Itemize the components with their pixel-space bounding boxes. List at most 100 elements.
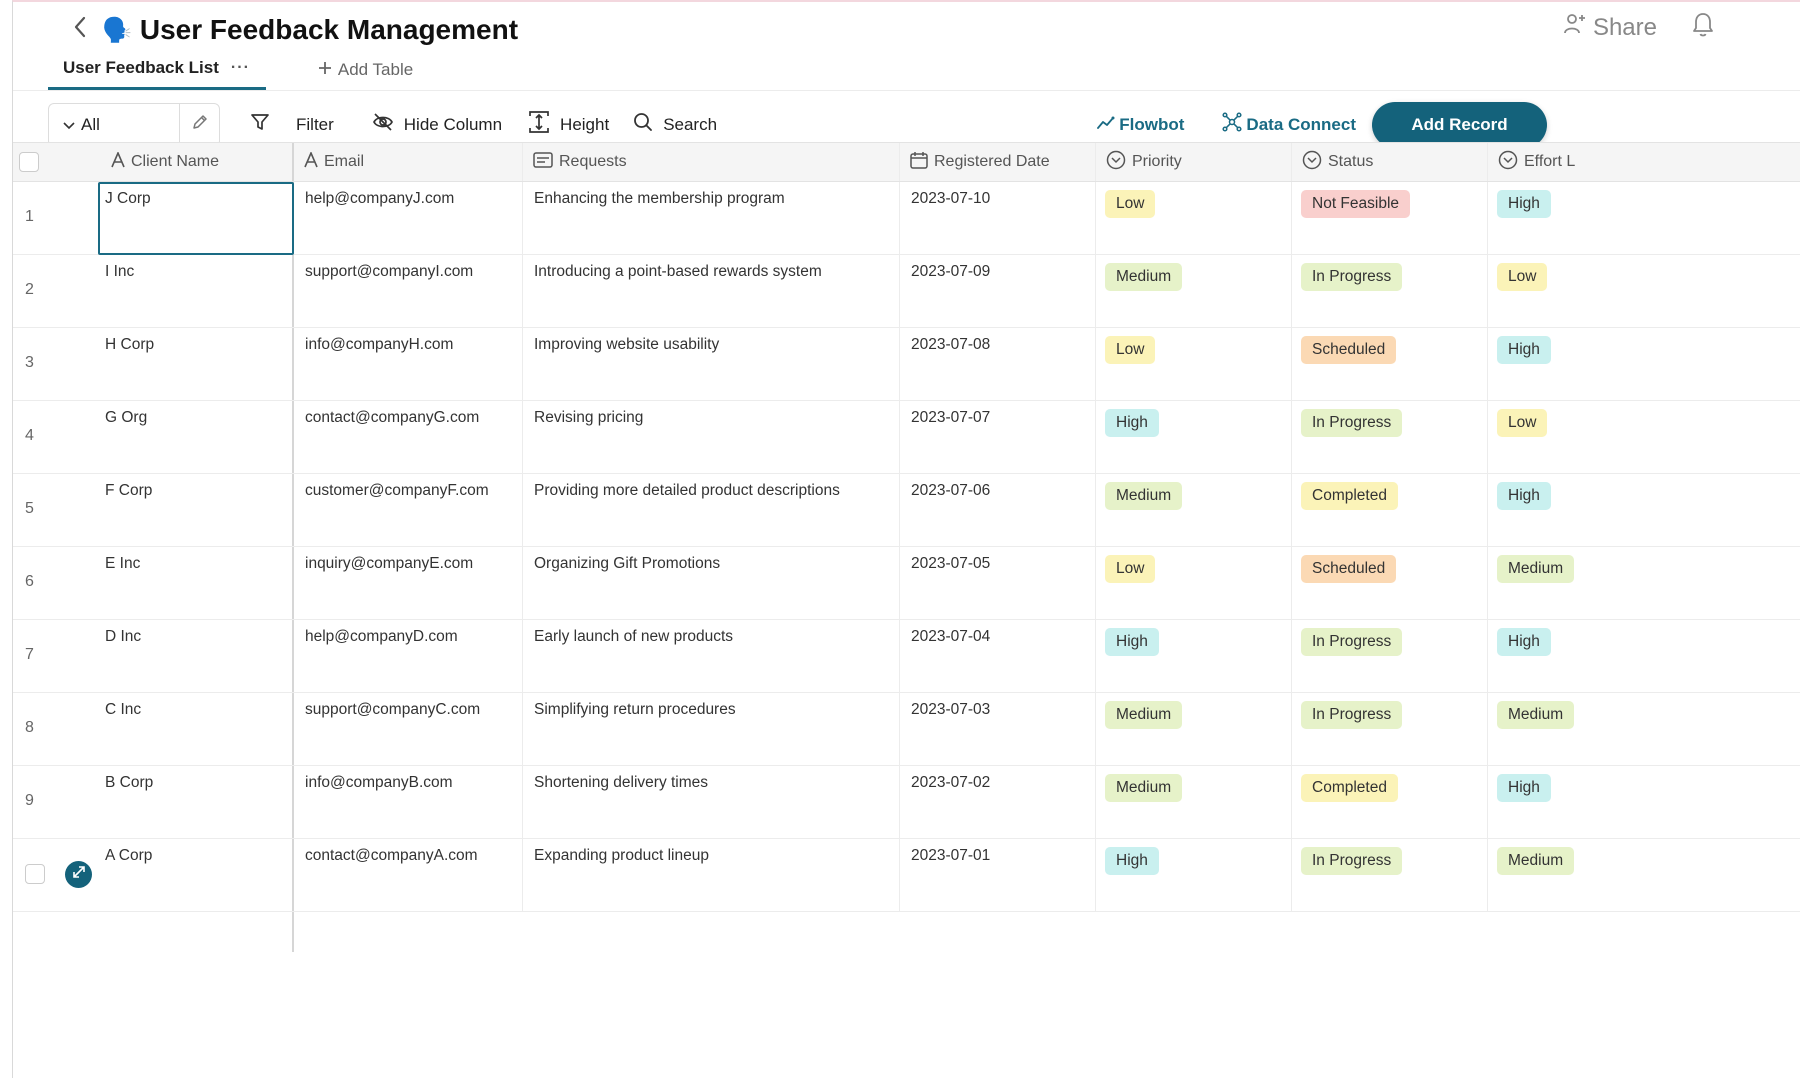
client-name-cell[interactable]: F Corp xyxy=(97,474,294,546)
requests-cell[interactable]: Enhancing the membership program xyxy=(523,182,900,254)
email-cell[interactable]: info@companyB.com xyxy=(294,766,523,838)
client-name-cell[interactable]: J Corp xyxy=(97,182,294,255)
status-cell[interactable]: Not Feasible xyxy=(1292,182,1488,254)
requests-cell[interactable]: Simplifying return procedures xyxy=(523,693,900,765)
registered-date-cell[interactable]: 2023-07-07 xyxy=(900,401,1096,473)
registered-date-cell[interactable]: 2023-07-05 xyxy=(900,547,1096,619)
client-name-cell[interactable]: H Corp xyxy=(97,328,294,400)
tab-more-button[interactable]: ··· xyxy=(230,58,250,76)
effort-cell[interactable]: High xyxy=(1488,620,1788,692)
status-cell[interactable]: In Progress xyxy=(1292,401,1488,473)
registered-date-cell[interactable]: 2023-07-08 xyxy=(900,328,1096,400)
search-button[interactable]: Search xyxy=(633,112,717,137)
effort-cell[interactable]: High xyxy=(1488,766,1788,838)
client-name-cell[interactable]: D Inc xyxy=(97,620,294,692)
status-cell[interactable]: In Progress xyxy=(1292,839,1488,911)
email-cell[interactable]: info@companyH.com xyxy=(294,328,523,400)
table-row[interactable]: 1 J Corp help@companyJ.com Enhancing the… xyxy=(13,182,1800,255)
add-record-button[interactable]: Add Record xyxy=(1372,101,1547,148)
requests-cell[interactable]: Organizing Gift Promotions xyxy=(523,547,900,619)
table-row[interactable]: 6 E Inc inquiry@companyE.com Organizing … xyxy=(13,547,1800,620)
registered-date-cell[interactable]: 2023-07-01 xyxy=(900,839,1096,911)
column-header-priority[interactable]: Priority xyxy=(1096,143,1292,181)
requests-cell[interactable]: Introducing a point-based rewards system xyxy=(523,255,900,327)
edit-view-button[interactable] xyxy=(179,103,219,146)
priority-cell[interactable]: Medium xyxy=(1096,255,1292,327)
status-cell[interactable]: Scheduled xyxy=(1292,547,1488,619)
client-name-cell[interactable]: B Corp xyxy=(97,766,294,838)
requests-cell[interactable]: Revising pricing xyxy=(523,401,900,473)
email-cell[interactable]: inquiry@companyE.com xyxy=(294,547,523,619)
status-cell[interactable]: Scheduled xyxy=(1292,328,1488,400)
effort-cell[interactable]: Medium xyxy=(1488,839,1788,911)
notifications-button[interactable] xyxy=(1689,13,1717,42)
requests-cell[interactable]: Expanding product lineup xyxy=(523,839,900,911)
table-row[interactable]: A Corp contact@companyA.com Expanding pr… xyxy=(13,839,1800,912)
column-header-status[interactable]: Status xyxy=(1292,143,1488,181)
requests-cell[interactable]: Providing more detailed product descript… xyxy=(523,474,900,546)
status-cell[interactable]: Completed xyxy=(1292,766,1488,838)
table-row[interactable]: 5 F Corp customer@companyF.com Providing… xyxy=(13,474,1800,547)
table-row[interactable]: 2 I Inc support@companyI.com Introducing… xyxy=(13,255,1800,328)
flowbot-button[interactable]: Flowbot xyxy=(1097,115,1184,135)
registered-date-cell[interactable]: 2023-07-10 xyxy=(900,182,1096,254)
effort-cell[interactable]: Low xyxy=(1488,401,1788,473)
email-cell[interactable]: contact@companyG.com xyxy=(294,401,523,473)
table-row[interactable]: 9 B Corp info@companyB.com Shortening de… xyxy=(13,766,1800,839)
registered-date-cell[interactable]: 2023-07-04 xyxy=(900,620,1096,692)
data-connect-button[interactable]: Data Connect xyxy=(1222,112,1356,137)
expand-record-button[interactable] xyxy=(65,861,92,888)
priority-cell[interactable]: High xyxy=(1096,620,1292,692)
tab-user-feedback-list[interactable]: User Feedback List ··· xyxy=(48,56,266,90)
client-name-cell[interactable]: A Corp xyxy=(97,839,294,911)
priority-cell[interactable]: Medium xyxy=(1096,474,1292,546)
email-cell[interactable]: customer@companyF.com xyxy=(294,474,523,546)
email-cell[interactable]: help@companyD.com xyxy=(294,620,523,692)
column-header-email[interactable]: Email xyxy=(294,143,523,181)
status-cell[interactable]: Completed xyxy=(1292,474,1488,546)
email-cell[interactable]: support@companyC.com xyxy=(294,693,523,765)
row-height-button[interactable]: Height xyxy=(528,110,609,139)
back-button[interactable] xyxy=(68,16,92,42)
table-row[interactable]: 3 H Corp info@companyH.com Improving web… xyxy=(13,328,1800,401)
status-cell[interactable]: In Progress xyxy=(1292,693,1488,765)
column-header-client-name[interactable]: Client Name xyxy=(97,143,294,181)
email-cell[interactable]: help@companyJ.com xyxy=(294,182,523,254)
filter-button[interactable]: Filter xyxy=(250,112,334,137)
email-cell[interactable]: contact@companyA.com xyxy=(294,839,523,911)
registered-date-cell[interactable]: 2023-07-03 xyxy=(900,693,1096,765)
registered-date-cell[interactable]: 2023-07-02 xyxy=(900,766,1096,838)
status-cell[interactable]: In Progress xyxy=(1292,620,1488,692)
requests-cell[interactable]: Shortening delivery times xyxy=(523,766,900,838)
hide-column-button[interactable]: Hide Column xyxy=(372,112,502,137)
email-cell[interactable]: support@companyI.com xyxy=(294,255,523,327)
priority-cell[interactable]: High xyxy=(1096,401,1292,473)
priority-cell[interactable]: High xyxy=(1096,839,1292,911)
select-all-checkbox[interactable] xyxy=(19,152,39,172)
client-name-cell[interactable]: E Inc xyxy=(97,547,294,619)
effort-cell[interactable]: High xyxy=(1488,182,1788,254)
effort-cell[interactable]: Medium xyxy=(1488,547,1788,619)
client-name-cell[interactable]: G Org xyxy=(97,401,294,473)
priority-cell[interactable]: Medium xyxy=(1096,766,1292,838)
client-name-cell[interactable]: I Inc xyxy=(97,255,294,327)
status-cell[interactable]: In Progress xyxy=(1292,255,1488,327)
table-row[interactable]: 4 G Org contact@companyG.com Revising pr… xyxy=(13,401,1800,474)
requests-cell[interactable]: Improving website usability xyxy=(523,328,900,400)
registered-date-cell[interactable]: 2023-07-06 xyxy=(900,474,1096,546)
priority-cell[interactable]: Low xyxy=(1096,328,1292,400)
effort-cell[interactable]: Medium xyxy=(1488,693,1788,765)
column-header-registered-date[interactable]: Registered Date xyxy=(900,143,1096,181)
priority-cell[interactable]: Low xyxy=(1096,182,1292,254)
share-button[interactable]: Share xyxy=(1563,12,1657,43)
priority-cell[interactable]: Medium xyxy=(1096,693,1292,765)
effort-cell[interactable]: High xyxy=(1488,328,1788,400)
requests-cell[interactable]: Early launch of new products xyxy=(523,620,900,692)
add-table-button[interactable]: Add Table xyxy=(318,60,413,90)
table-row[interactable]: 7 D Inc help@companyD.com Early launch o… xyxy=(13,620,1800,693)
priority-cell[interactable]: Low xyxy=(1096,547,1292,619)
effort-cell[interactable]: High xyxy=(1488,474,1788,546)
view-dropdown[interactable]: All xyxy=(49,115,179,135)
effort-cell[interactable]: Low xyxy=(1488,255,1788,327)
registered-date-cell[interactable]: 2023-07-09 xyxy=(900,255,1096,327)
